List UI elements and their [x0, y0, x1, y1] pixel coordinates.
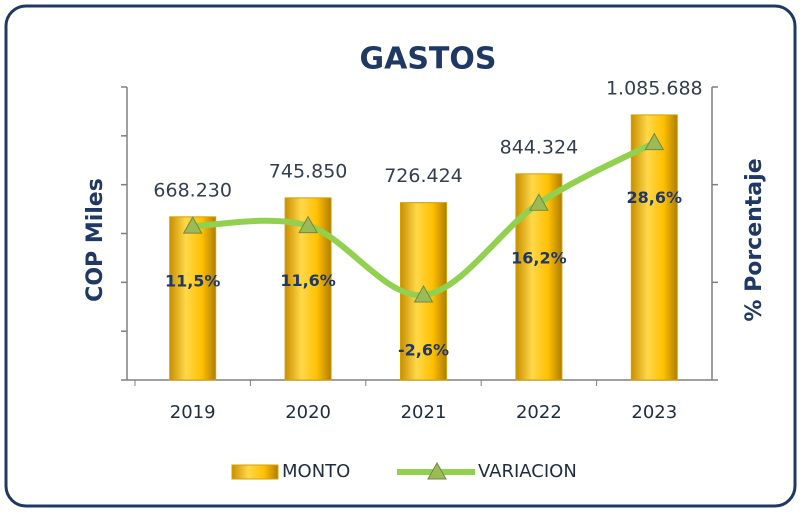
y-axis-label: COP Miles	[83, 178, 108, 302]
line-value-label: 28,6%	[627, 188, 683, 207]
bar-value-label: 745.850	[269, 160, 348, 182]
line-marker	[298, 215, 318, 234]
bar	[630, 114, 678, 381]
line-marker	[644, 132, 665, 151]
legend-label: VARIACION	[478, 461, 577, 482]
y2-axis-label: % Porcentaje	[742, 158, 767, 321]
x-tick-label: 2023	[631, 402, 677, 423]
legend-swatch	[427, 461, 447, 480]
line-value-label: 11,6%	[280, 271, 336, 290]
legend-swatch	[231, 464, 279, 480]
legend-label: MONTO	[282, 461, 350, 482]
line-marker	[413, 285, 434, 303]
line-marker	[529, 193, 549, 211]
bar-value-label: 668.230	[153, 179, 232, 201]
x-tick-label: 2020	[285, 402, 331, 423]
x-tick-label: 2021	[401, 402, 447, 423]
x-tick-label: 2022	[516, 402, 562, 423]
bar	[169, 216, 217, 381]
x-tick-label: 2019	[170, 402, 216, 423]
line-value-label: -2,6%	[398, 341, 449, 360]
bar-value-label: 844.324	[500, 136, 579, 158]
line-marker	[182, 216, 203, 234]
chart-title: GASTOS	[359, 42, 496, 77]
bar-value-label: 726.424	[384, 165, 463, 187]
line-value-label: 11,5%	[165, 272, 221, 291]
line-value-label: 16,2%	[511, 249, 567, 268]
bar-value-label: 1.085.688	[606, 77, 703, 99]
